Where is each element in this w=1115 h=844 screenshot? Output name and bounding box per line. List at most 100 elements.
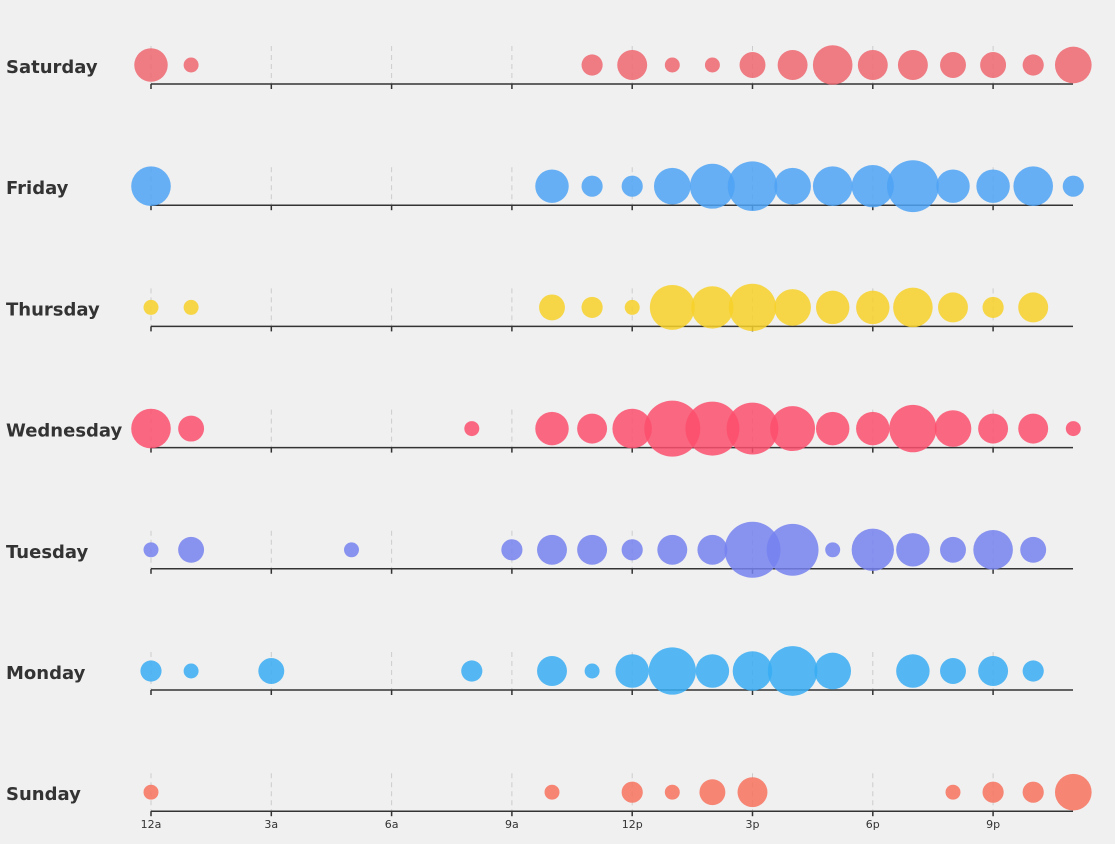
bubble-saturday-5p bbox=[812, 45, 853, 85]
bubble-saturday-4p bbox=[777, 50, 808, 80]
bubble-monday-10a bbox=[537, 656, 567, 686]
row-sunday: Sunday bbox=[6, 773, 1092, 817]
bubble-thursday-12p bbox=[624, 299, 640, 315]
day-label: Thursday bbox=[6, 299, 100, 320]
bubble-wednesday-11p bbox=[1065, 421, 1081, 437]
bubble-thursday-4p bbox=[774, 289, 811, 326]
bubble-monday-3a bbox=[258, 658, 285, 684]
bubble-wednesday-10a bbox=[535, 411, 569, 446]
row-wednesday: Wednesday bbox=[6, 400, 1081, 457]
bubble-thursday-1p bbox=[649, 284, 695, 330]
bubble-friday-3p bbox=[727, 161, 778, 212]
bubble-thursday-2p bbox=[691, 286, 734, 329]
bubble-sunday-10a bbox=[544, 784, 560, 800]
day-label: Sunday bbox=[6, 784, 81, 805]
bubble-wednesday-3p bbox=[726, 402, 779, 455]
bubble-monday-11a bbox=[584, 663, 600, 679]
bubble-wednesday-8p bbox=[934, 410, 972, 447]
bubble-saturday-6p bbox=[857, 50, 888, 80]
bubble-friday-11p bbox=[1062, 175, 1084, 197]
bubble-thursday-3p bbox=[728, 283, 777, 332]
bubble-tuesday-2p bbox=[697, 534, 728, 565]
day-label: Saturday bbox=[6, 57, 98, 78]
bubble-monday-1p bbox=[648, 647, 696, 695]
bubble-tuesday-4p bbox=[766, 523, 819, 576]
day-label: Friday bbox=[6, 178, 69, 199]
x-tick-label: 12p bbox=[622, 818, 643, 831]
bubble-monday-3p bbox=[732, 651, 773, 691]
bubble-monday-1a bbox=[183, 663, 199, 679]
day-label: Wednesday bbox=[6, 421, 123, 442]
bubble-saturday-1p bbox=[664, 57, 680, 73]
row-thursday: Thursday bbox=[6, 283, 1073, 332]
bubble-tuesday-6p bbox=[851, 528, 894, 571]
bubble-thursday-9p bbox=[982, 296, 1004, 318]
bubble-tuesday-10a bbox=[537, 534, 567, 565]
bubble-wednesday-10p bbox=[1018, 413, 1049, 444]
bubble-tuesday-9a bbox=[501, 539, 523, 561]
bubble-monday-5p bbox=[814, 652, 852, 690]
bubble-thursday-10a bbox=[539, 294, 565, 321]
row-tuesday: Tuesday bbox=[6, 521, 1073, 578]
bubble-saturday-3p bbox=[739, 52, 766, 78]
bubble-friday-10p bbox=[1013, 166, 1053, 206]
bubble-friday-11a bbox=[581, 175, 603, 197]
bubble-monday-2p bbox=[695, 654, 730, 688]
bubble-friday-12p bbox=[621, 175, 643, 197]
x-tick-label: 6a bbox=[385, 818, 399, 831]
bubble-wednesday-11a bbox=[577, 413, 608, 444]
bubble-wednesday-8a bbox=[464, 421, 480, 437]
bubble-thursday-11a bbox=[581, 296, 603, 318]
bubble-wednesday-1a bbox=[178, 415, 205, 442]
bubble-tuesday-3p bbox=[724, 521, 781, 578]
bubble-tuesday-5a bbox=[344, 542, 359, 558]
bubble-monday-8p bbox=[940, 658, 966, 684]
x-tick-label: 3p bbox=[746, 818, 760, 831]
bubble-saturday-12a bbox=[134, 48, 168, 82]
bubble-friday-7p bbox=[886, 160, 939, 213]
bubble-tuesday-7p bbox=[896, 533, 930, 567]
bubble-monday-8a bbox=[461, 660, 483, 682]
bubble-tuesday-5p bbox=[825, 542, 841, 558]
bubble-wednesday-7p bbox=[889, 404, 937, 453]
bubble-sunday-1p bbox=[664, 784, 680, 800]
bubble-saturday-12p bbox=[617, 50, 648, 80]
bubble-friday-6p bbox=[851, 165, 894, 208]
bubble-thursday-1a bbox=[183, 299, 199, 315]
x-tick-label: 9a bbox=[505, 818, 519, 831]
bubble-sunday-11p bbox=[1054, 773, 1092, 811]
bubble-friday-5p bbox=[812, 166, 853, 206]
bubble-tuesday-1a bbox=[178, 536, 205, 563]
bubble-tuesday-9p bbox=[973, 530, 1013, 570]
bubble-monday-12p bbox=[615, 654, 649, 688]
bubble-saturday-8p bbox=[940, 52, 966, 78]
x-tick-label: 9p bbox=[986, 818, 1000, 831]
bubble-saturday-1a bbox=[183, 57, 199, 73]
bubble-tuesday-12p bbox=[621, 539, 643, 561]
x-tick-label: 12a bbox=[141, 818, 162, 831]
bubble-monday-12a bbox=[140, 660, 162, 682]
bubble-tuesday-12a bbox=[143, 542, 159, 558]
bubble-wednesday-5p bbox=[815, 411, 850, 446]
bubble-wednesday-12p bbox=[612, 408, 652, 449]
bubble-tuesday-8p bbox=[940, 536, 966, 563]
bubble-sunday-2p bbox=[699, 779, 726, 806]
bubble-friday-10a bbox=[535, 169, 569, 203]
bubble-friday-12a bbox=[131, 166, 171, 206]
bubble-wednesday-9p bbox=[978, 413, 1009, 444]
row-saturday: Saturday bbox=[6, 45, 1092, 89]
bubble-friday-1p bbox=[653, 167, 691, 205]
bubble-wednesday-6p bbox=[856, 411, 890, 446]
bubble-saturday-7p bbox=[897, 50, 928, 80]
day-label: Tuesday bbox=[6, 542, 89, 563]
bubble-sunday-10p bbox=[1022, 781, 1044, 803]
bubble-friday-9p bbox=[976, 169, 1010, 203]
bubble-thursday-10p bbox=[1018, 292, 1049, 323]
bubble-saturday-10p bbox=[1022, 54, 1044, 76]
bubble-thursday-7p bbox=[893, 287, 933, 328]
bubble-saturday-9p bbox=[980, 52, 1007, 78]
bubble-monday-4p bbox=[767, 646, 818, 696]
bubble-monday-9p bbox=[978, 656, 1009, 686]
bubble-sunday-12a bbox=[143, 784, 159, 800]
